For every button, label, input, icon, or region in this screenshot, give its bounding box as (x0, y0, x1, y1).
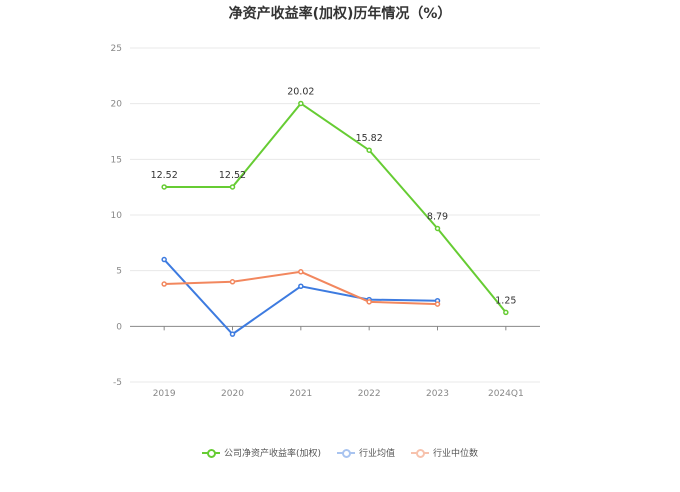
data-point (229, 279, 236, 285)
data-point (434, 225, 441, 232)
y-tick-label: 10 (111, 211, 123, 221)
data-point (161, 281, 167, 287)
data-point (503, 309, 509, 316)
data-label: 12.52 (151, 170, 178, 181)
x-tick-label: 2020 (221, 389, 244, 399)
legend-item-industry-median[interactable]: 行业中位数 (411, 446, 478, 459)
x-tick-label: 2019 (153, 389, 176, 399)
y-tick-label: -5 (113, 378, 122, 388)
x-tick-label: 2023 (426, 389, 449, 399)
data-point (229, 184, 236, 190)
data-point (161, 256, 167, 263)
data-point (298, 283, 304, 290)
data-labels: 12.52 12.52 20.02 15.82 8.79 1.25 (151, 86, 517, 306)
x-axis-ticks: 2019 2020 2021 2022 2023 2024Q1 (153, 326, 524, 399)
data-point (229, 331, 236, 337)
data-point (298, 269, 304, 275)
data-point (366, 299, 372, 305)
data-label: 8.79 (427, 211, 448, 222)
data-label: 12.52 (219, 170, 246, 181)
data-point (298, 100, 304, 107)
series (161, 100, 509, 337)
legend-marker-icon (337, 448, 355, 458)
x-tick-label: 2022 (358, 389, 381, 399)
legend-marker-icon (411, 448, 430, 458)
legend: 公司净资产收益率(加权) 行业均值 行业中位数 (0, 446, 680, 459)
legend-item-industry-mean[interactable]: 行业均值 (337, 446, 395, 459)
y-tick-label: 20 (111, 100, 123, 110)
y-tick-label: 0 (116, 322, 122, 332)
data-point (161, 184, 167, 190)
legend-item-company[interactable]: 公司净资产收益率(加权) (201, 446, 321, 459)
x-tick-label: 2021 (289, 389, 312, 399)
x-tick-label: 2024Q1 (488, 389, 524, 399)
data-label: 1.25 (495, 295, 516, 306)
y-tick-label: 5 (116, 267, 122, 277)
y-tick-label: 15 (111, 155, 122, 165)
legend-label: 行业中位数 (433, 449, 479, 459)
data-label: 15.82 (356, 133, 383, 144)
data-label: 20.02 (287, 86, 314, 97)
grid (130, 47, 540, 383)
chart-title: 净资产收益率(加权)历年情况（%） (228, 6, 452, 22)
legend-label: 公司净资产收益率(加权) (223, 449, 321, 459)
data-point (366, 147, 372, 153)
y-tick-label: 25 (111, 44, 122, 54)
legend-marker-icon (201, 448, 220, 458)
series-line (164, 102, 507, 314)
legend-label: 行业均值 (359, 449, 396, 459)
y-axis-ticks: -5 0 5 10 15 20 25 (111, 44, 123, 388)
data-point (434, 301, 441, 307)
